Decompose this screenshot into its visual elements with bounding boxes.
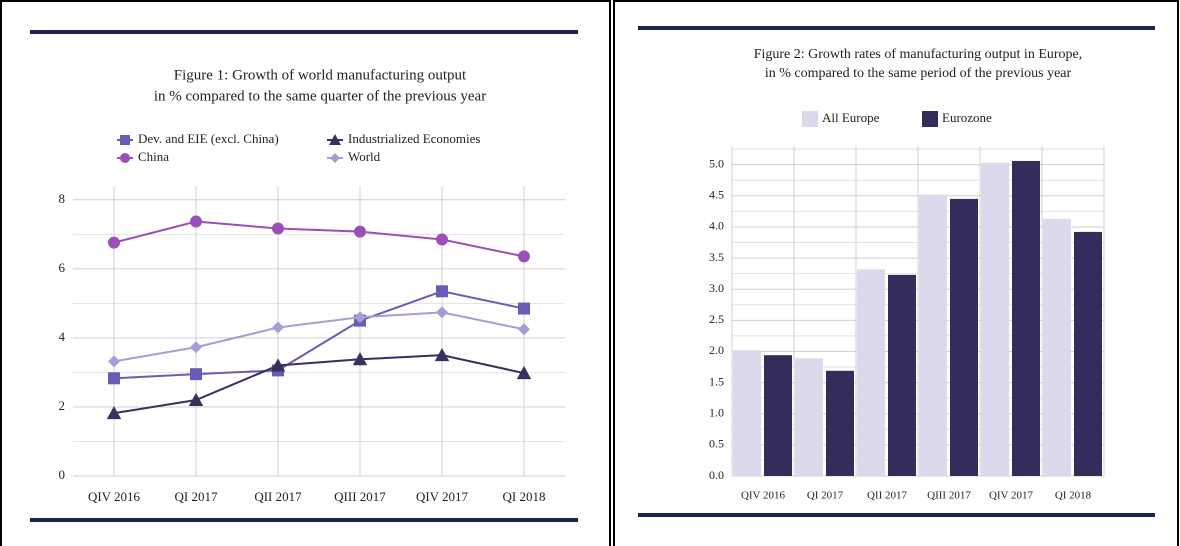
rule xyxy=(30,518,578,522)
y-tick-label: 8 xyxy=(59,191,66,206)
legend-label: World xyxy=(348,149,381,164)
x-tick-label: QIII 2017 xyxy=(334,489,386,504)
series-line xyxy=(113,220,525,258)
y-tick-label: 4.5 xyxy=(709,188,724,202)
y-tick-label: 0.0 xyxy=(709,468,724,482)
bar xyxy=(857,269,885,476)
legend-label: All Europe xyxy=(822,110,880,125)
legend-label: Dev. and EIE (excl. China) xyxy=(138,131,279,146)
chart-title: in % compared to the same quarter of the… xyxy=(154,88,486,104)
marker xyxy=(436,285,448,298)
marker xyxy=(108,355,120,368)
marker xyxy=(434,347,450,362)
marker xyxy=(108,236,120,249)
marker xyxy=(330,153,340,163)
marker xyxy=(354,225,366,238)
marker xyxy=(329,134,341,145)
bar xyxy=(1074,231,1102,476)
panel-border xyxy=(0,0,611,546)
marker xyxy=(108,372,120,385)
x-tick-label: QI 2017 xyxy=(175,489,218,504)
x-tick-label: QIII 2017 xyxy=(927,490,971,502)
rule xyxy=(30,30,578,34)
bar xyxy=(1043,218,1071,476)
x-tick-label: QII 2017 xyxy=(254,489,302,504)
legend-swatch xyxy=(922,111,938,127)
bar xyxy=(826,370,854,476)
y-tick-label: 4.0 xyxy=(709,219,724,233)
legend-label: Eurozone xyxy=(942,110,992,125)
x-tick-label: QIV 2016 xyxy=(88,489,141,504)
x-tick-label: QI 2017 xyxy=(807,490,844,502)
series-line xyxy=(113,290,525,380)
marker xyxy=(270,358,286,372)
bar xyxy=(795,358,823,476)
chart-title: Figure 1: Growth of world manufacturing … xyxy=(174,67,467,83)
x-tick-label: QIV 2017 xyxy=(416,489,469,504)
rule xyxy=(638,513,1155,517)
y-tick-label: 5.0 xyxy=(709,156,724,170)
marker xyxy=(120,153,130,163)
marker xyxy=(120,135,130,145)
y-tick-label: 4 xyxy=(59,329,66,344)
marker xyxy=(436,233,448,246)
marker xyxy=(354,311,366,324)
series-line xyxy=(113,354,525,415)
y-tick-label: 0 xyxy=(59,467,66,482)
bar xyxy=(764,355,792,476)
x-tick-label: QI 2018 xyxy=(1055,490,1092,502)
y-tick-label: 1.0 xyxy=(709,405,724,419)
y-tick-label: 3.0 xyxy=(709,281,724,295)
legend-label: China xyxy=(138,149,169,164)
bar xyxy=(1012,160,1040,476)
legend-swatch xyxy=(802,111,818,127)
bar xyxy=(733,350,761,476)
x-tick-label: QIV 2017 xyxy=(989,490,1034,502)
legend-label: Industrialized Economies xyxy=(348,131,481,146)
x-tick-label: QI 2018 xyxy=(503,489,546,504)
marker xyxy=(436,306,448,319)
marker xyxy=(352,352,368,366)
chart-title: Figure 2: Growth rates of manufacturing … xyxy=(754,47,1083,62)
y-tick-label: 6 xyxy=(59,260,66,275)
x-tick-label: QIV 2016 xyxy=(741,490,786,502)
marker xyxy=(190,368,202,381)
series-line xyxy=(113,311,525,363)
bar xyxy=(981,162,1009,476)
marker xyxy=(518,323,530,336)
marker xyxy=(106,405,122,420)
marker xyxy=(190,341,202,354)
marker xyxy=(272,222,284,235)
marker xyxy=(518,302,530,315)
chart-title: in % compared to the same period of the … xyxy=(765,66,1072,81)
marker xyxy=(188,392,204,407)
panel-border xyxy=(613,0,1179,546)
marker xyxy=(516,365,532,380)
marker xyxy=(190,215,202,228)
bar xyxy=(950,198,978,476)
marker xyxy=(518,250,530,263)
y-tick-label: 2 xyxy=(59,398,66,413)
y-tick-label: 3.5 xyxy=(709,250,724,264)
bar xyxy=(919,194,947,476)
y-tick-label: 2.0 xyxy=(709,343,724,357)
rule xyxy=(638,26,1155,30)
bar xyxy=(888,274,916,476)
y-tick-label: 2.5 xyxy=(709,312,724,326)
y-tick-label: 1.5 xyxy=(709,374,724,388)
y-tick-label: 0.5 xyxy=(709,437,724,451)
marker xyxy=(272,321,284,334)
x-tick-label: QII 2017 xyxy=(867,490,908,502)
